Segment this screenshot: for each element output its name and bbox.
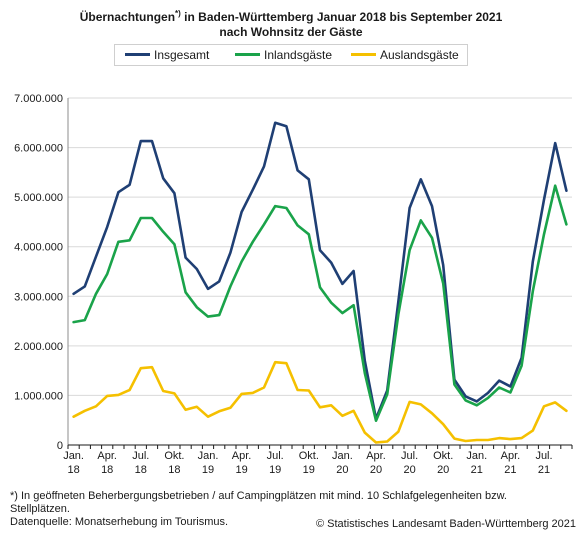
y-tick-label: 5.000.000 [14, 192, 63, 204]
series-line-auslandsgaeste [72, 360, 568, 444]
x-tick-label-year: 18 [101, 464, 113, 476]
legend-label-insgesamt: Insgesamt [154, 48, 210, 62]
x-tick-label-year: 20 [336, 464, 348, 476]
x-tick-label-year: 19 [269, 464, 281, 476]
x-tick-label-month: Jul. [535, 450, 552, 462]
x-tick-label-month: Apr. [501, 450, 521, 462]
footnote-line2: Stellplätzen. [10, 503, 70, 515]
legend-swatch-inlandsgaeste [235, 53, 260, 57]
x-tick-label-month: Apr. [232, 450, 252, 462]
x-tick-label-year: 21 [538, 464, 550, 476]
y-tick-label: 4.000.000 [14, 242, 63, 254]
chart-title-line2: nach Wohnsitz der Gäste [219, 25, 363, 39]
chart-title: Übernachtungen*) in Baden-Württemberg Ja… [0, 6, 582, 40]
x-tick-label-month: Okt. [299, 450, 319, 462]
x-tick-label-year: 19 [235, 464, 247, 476]
y-tick-label: 6.000.000 [14, 143, 63, 155]
series-line-inlandsgaeste [72, 184, 568, 423]
x-tick-label-year: 18 [135, 464, 147, 476]
footnote: *) In geöffneten Beherbergungsbetrieben … [10, 490, 507, 529]
x-tick-label-year: 20 [437, 464, 449, 476]
chart-title-line1-rest: in Baden-Württemberg Januar 2018 bis Sep… [180, 10, 503, 24]
x-tick-label-year: 21 [471, 464, 483, 476]
x-tick-label-year: 18 [168, 464, 180, 476]
y-tick-label: 0 [57, 440, 63, 452]
x-tick-label-month: Jan. [332, 450, 353, 462]
x-tick-label-year: 19 [202, 464, 214, 476]
y-tick-label: 7.000.000 [14, 93, 63, 105]
x-tick-label-year: 19 [303, 464, 315, 476]
chart-title-footnote-mark: *) [175, 9, 181, 18]
x-tick-label-month: Jan. [63, 450, 84, 462]
x-tick-label-year: 18 [67, 464, 79, 476]
x-tick-label-year: 20 [403, 464, 415, 476]
y-tick-label: 2.000.000 [14, 341, 63, 353]
x-tick-label-month: Okt. [164, 450, 184, 462]
x-tick-label-month: Okt. [433, 450, 453, 462]
x-tick-label-month: Apr. [97, 450, 117, 462]
legend-swatch-insgesamt [125, 53, 150, 57]
x-tick-label-year: 20 [370, 464, 382, 476]
copyright-notice: © Statistisches Landesamt Baden-Württemb… [315, 518, 576, 530]
x-tick-label-month: Jan. [198, 450, 219, 462]
x-tick-label-month: Jul. [401, 450, 418, 462]
x-tick-label-year: 21 [504, 464, 516, 476]
legend-swatch-auslandsgaeste [351, 53, 376, 57]
x-tick-label-month: Jul. [267, 450, 284, 462]
legend-item-inlandsgaeste: Inlandsgäste [235, 48, 332, 62]
legend-label-auslandsgaeste: Auslandsgäste [380, 48, 459, 62]
x-tick-label-month: Jul. [132, 450, 149, 462]
y-tick-label: 1.000.000 [14, 390, 63, 402]
legend-item-auslandsgaeste: Auslandsgäste [351, 48, 459, 62]
legend-item-insgesamt: Insgesamt [125, 48, 209, 62]
x-tick-label-month: Apr. [366, 450, 386, 462]
data-source: Datenquelle: Monatserhebung im Tourismus… [10, 516, 229, 528]
chart-title-line1: Übernachtungen [79, 10, 176, 24]
y-tick-label: 3.000.000 [14, 291, 63, 303]
series-line-insgesamt [72, 121, 568, 421]
legend-label-inlandsgaeste: Inlandsgäste [264, 48, 333, 62]
x-tick-label-month: Jan. [466, 450, 487, 462]
footnote-line1: *) In geöffneten Beherbergungsbetrieben … [10, 490, 507, 502]
chart-legend: Insgesamt Inlandsgäste Auslandsgäste [114, 44, 468, 66]
